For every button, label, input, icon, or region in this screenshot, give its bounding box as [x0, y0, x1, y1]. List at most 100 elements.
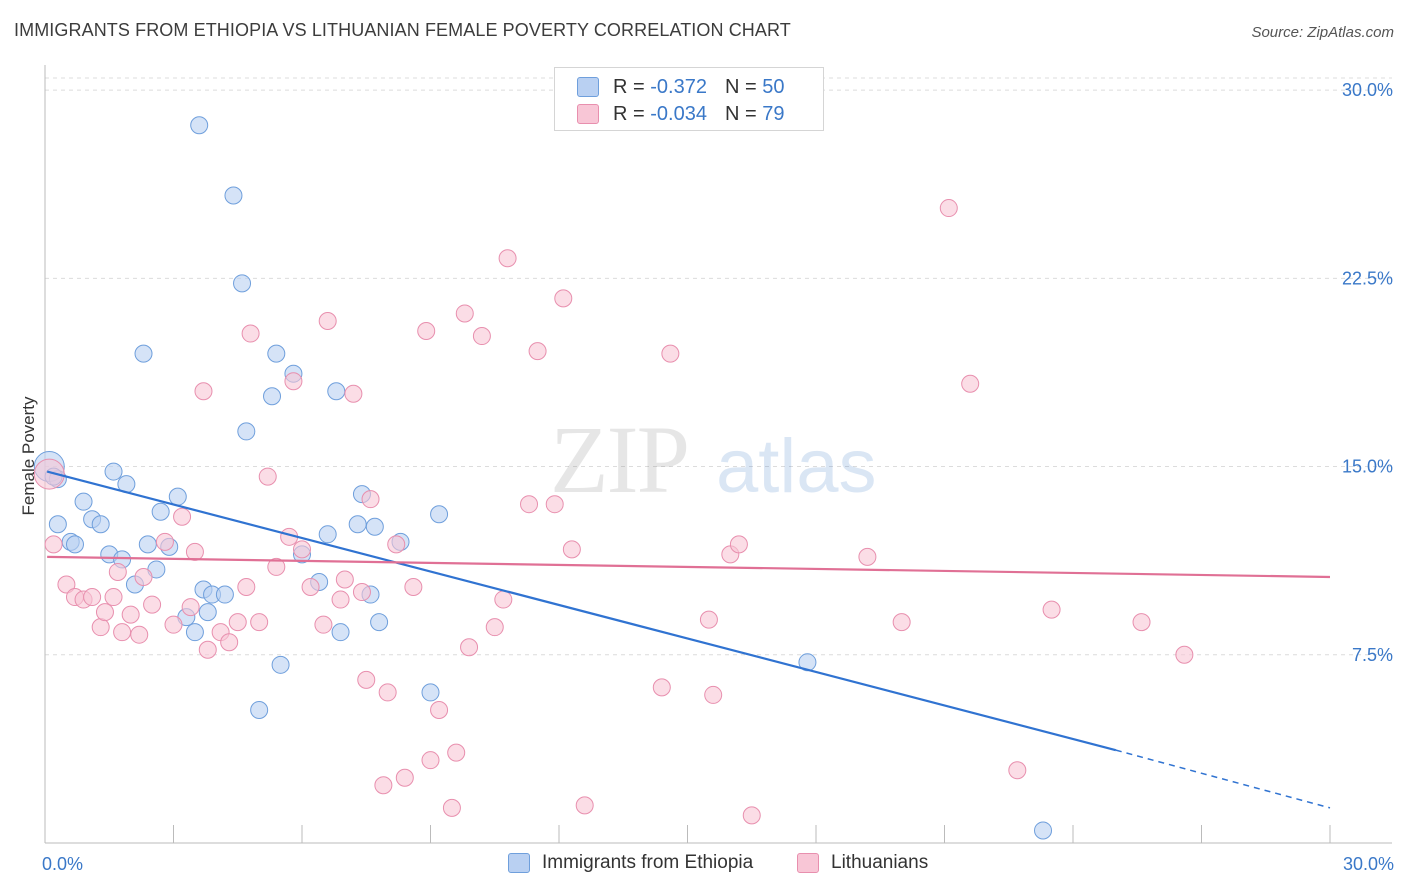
legend-n-value: 79	[762, 102, 785, 125]
data-point	[699, 610, 718, 629]
data-point	[939, 199, 958, 218]
data-point	[224, 186, 243, 205]
data-point	[250, 613, 269, 632]
data-point	[331, 590, 350, 609]
data-point	[185, 542, 204, 561]
data-point	[293, 540, 311, 559]
data-point	[365, 517, 384, 536]
data-point	[370, 613, 389, 632]
data-point	[1034, 821, 1053, 840]
watermark-atlas: atlas	[716, 424, 877, 509]
series-legend-ethiopia[interactable]: Immigrants from Ethiopia	[508, 852, 753, 874]
data-point	[498, 249, 517, 268]
tick-labels: 7.5% 15.0% 22.5% 30.0% 0.0% 30.0%	[42, 80, 1394, 874]
data-point	[181, 598, 200, 617]
data-point	[704, 685, 723, 704]
data-point	[327, 382, 346, 401]
data-point	[164, 615, 183, 634]
data-point	[554, 289, 573, 308]
data-point	[228, 613, 247, 632]
data-point	[91, 618, 110, 637]
data-point	[442, 798, 461, 817]
data-point	[858, 547, 877, 566]
data-point	[562, 540, 581, 559]
data-point	[344, 384, 363, 403]
data-point	[1042, 600, 1061, 619]
data-point	[48, 515, 67, 534]
trend-line-ethiopia	[46, 470, 1117, 752]
data-point	[44, 535, 63, 554]
data-point	[395, 768, 414, 787]
data-point	[545, 495, 564, 514]
data-point	[258, 467, 277, 486]
data-point	[378, 683, 397, 702]
data-point	[528, 342, 547, 361]
data-point	[74, 492, 93, 511]
data-point	[417, 322, 436, 341]
trend-line-lithuanians	[47, 555, 1331, 579]
data-point	[318, 525, 337, 544]
data-point	[729, 535, 748, 554]
trend-lines	[46, 470, 1331, 809]
data-point	[121, 605, 140, 624]
data-point	[374, 776, 393, 795]
data-point	[892, 613, 911, 632]
trend-line-ethiopia-extension	[1115, 749, 1331, 809]
series-label-ethiopia: Immigrants from Ethiopia	[542, 852, 754, 873]
legend-r-label: R =	[613, 102, 651, 125]
watermark-zip: ZIP	[550, 406, 688, 513]
data-point	[130, 625, 149, 644]
data-point	[83, 588, 102, 607]
data-point	[263, 387, 282, 406]
x-tick-label: 0.0%	[42, 854, 83, 874]
data-point	[404, 578, 423, 597]
data-point	[352, 583, 371, 602]
data-point	[190, 116, 209, 135]
data-point	[134, 567, 153, 586]
data-point	[575, 796, 594, 815]
data-point	[314, 615, 333, 634]
data-point	[151, 502, 170, 521]
data-point	[742, 806, 761, 825]
data-point	[104, 588, 123, 607]
data-point	[108, 562, 127, 581]
data-point	[421, 683, 440, 702]
data-point	[1175, 645, 1194, 664]
data-point	[104, 462, 123, 481]
data-point	[271, 655, 290, 674]
legend-swatch-ethiopia	[577, 77, 599, 97]
legend-n-label: N =	[724, 75, 763, 98]
data-point	[1008, 761, 1027, 780]
data-point	[460, 638, 479, 657]
x-tick-label: 30.0%	[1343, 854, 1394, 874]
series-swatch-lithuanians	[797, 853, 819, 873]
y-tick-label: 22.5%	[1342, 268, 1393, 288]
data-point	[198, 603, 217, 622]
chart-title: IMMIGRANTS FROM ETHIOPIA VS LITHUANIAN F…	[14, 20, 791, 40]
data-point	[472, 327, 491, 346]
legend-r-value: -0.372	[650, 75, 707, 98]
data-point	[652, 678, 671, 697]
data-point	[113, 623, 132, 642]
data-point	[494, 590, 513, 609]
data-point	[485, 618, 504, 637]
data-point	[185, 623, 204, 642]
data-point	[250, 700, 269, 719]
data-point	[57, 575, 76, 594]
data-point	[65, 535, 84, 554]
data-point	[421, 751, 440, 770]
data-point	[91, 515, 110, 534]
series-legend: Immigrants from Ethiopia Lithuanians	[0, 852, 1406, 878]
series-ethiopia-points	[33, 116, 1053, 840]
data-point	[348, 515, 367, 534]
y-tick-label: 7.5%	[1352, 645, 1393, 665]
data-point	[95, 603, 114, 622]
series-label-lithuanians: Lithuanians	[831, 852, 929, 873]
data-point	[237, 422, 256, 441]
series-legend-lithuanians[interactable]: Lithuanians	[797, 852, 928, 874]
data-point	[267, 557, 286, 576]
data-point	[233, 274, 252, 293]
legend-n-label: N =	[724, 102, 763, 125]
y-tick-label: 30.0%	[1342, 80, 1393, 100]
